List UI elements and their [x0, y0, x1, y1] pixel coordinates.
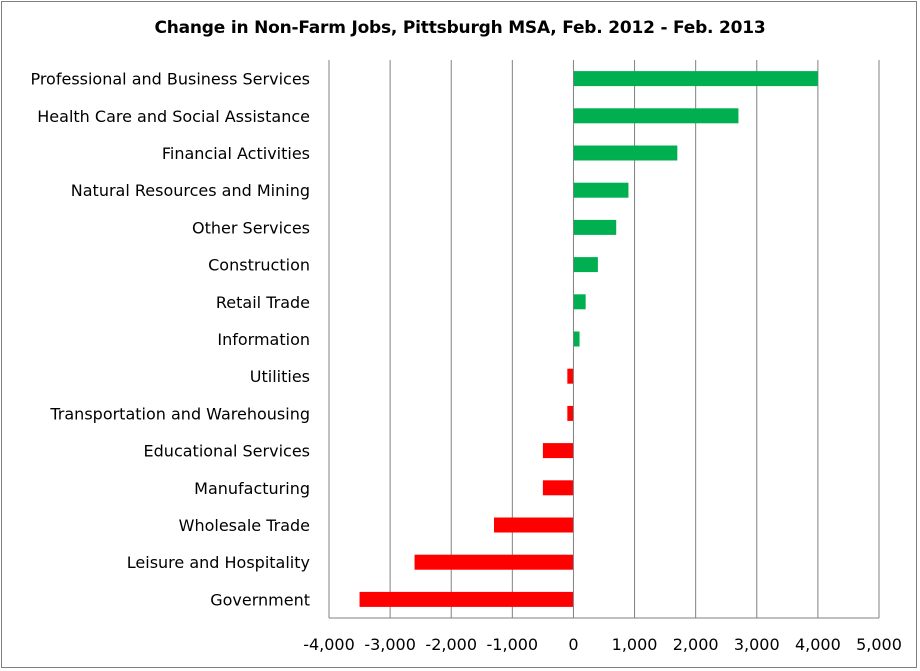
gridlines: [328, 60, 880, 619]
category-label: Information: [217, 330, 310, 349]
category-label: Transportation and Warehousing: [49, 404, 310, 423]
x-tick-label: -3,000: [364, 635, 416, 654]
bar: [542, 443, 574, 459]
x-tick-label: 2,000: [673, 635, 719, 654]
category-label: Other Services: [192, 218, 310, 237]
bar: [573, 145, 678, 161]
x-tick-label: -2,000: [425, 635, 477, 654]
bar: [573, 331, 580, 347]
bars: [359, 60, 818, 618]
bar: [359, 591, 574, 607]
category-label: Professional and Business Services: [30, 70, 310, 89]
category-label: Construction: [208, 256, 310, 275]
x-tick-label: 5,000: [856, 635, 902, 654]
x-tick-label: 4,000: [795, 635, 841, 654]
bar: [567, 368, 574, 384]
category-label: Educational Services: [144, 442, 310, 461]
category-label: Natural Resources and Mining: [71, 181, 310, 200]
category-label: Retail Trade: [216, 293, 310, 312]
category-label: Wholesale Trade: [179, 516, 310, 535]
category-labels: Professional and Business Services Health…: [30, 70, 310, 610]
x-tick-labels: -4,000 -3,000 -2,000 -1,000 0 1,000 2,000 3,000…: [303, 635, 902, 654]
bar: [573, 257, 598, 273]
bar: [573, 108, 739, 124]
bar: [542, 480, 574, 496]
category-label: Government: [210, 590, 310, 609]
category-label: Financial Activities: [162, 144, 310, 163]
category-label: Leisure and Hospitality: [127, 553, 310, 572]
bar: [573, 219, 617, 235]
bar: [573, 294, 586, 310]
x-tick-label: 0: [568, 635, 578, 654]
category-label: Utilities: [250, 367, 310, 386]
x-tick-label: 3,000: [734, 635, 780, 654]
x-tick-label: -1,000: [487, 635, 539, 654]
category-label: Manufacturing: [194, 479, 310, 498]
bar: [494, 517, 574, 533]
category-label: Health Care and Social Assistance: [37, 107, 310, 126]
chart-title: Change in Non-Farm Jobs, Pittsburgh MSA,…: [154, 18, 766, 38]
bar: [573, 71, 818, 87]
x-tick-label: -4,000: [303, 635, 355, 654]
bar: [573, 182, 629, 198]
x-tick-label: 1,000: [612, 635, 658, 654]
bar: [567, 405, 574, 421]
bar: [414, 554, 574, 570]
